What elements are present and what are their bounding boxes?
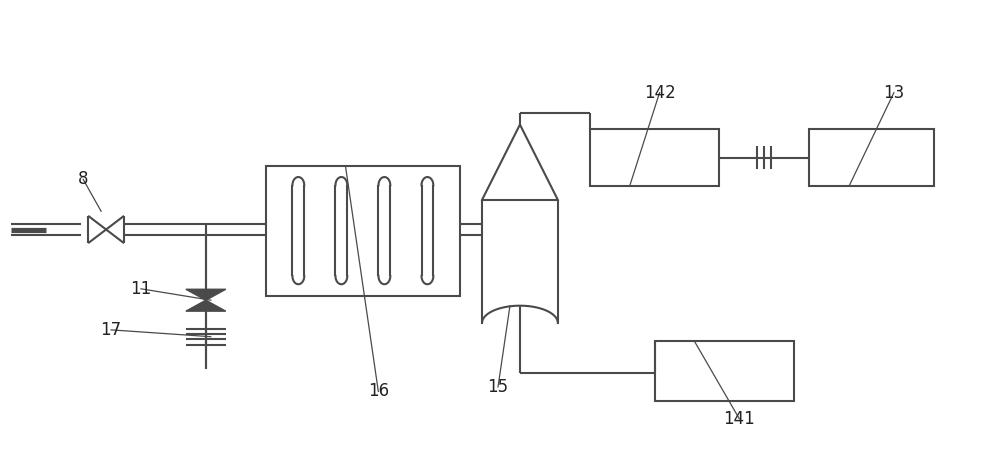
Bar [655,341,794,401]
Text: 142: 142 [644,84,675,101]
Bar [266,166,460,296]
Bar [809,129,934,186]
Text: 11: 11 [130,280,152,298]
Polygon shape [186,289,226,300]
Text: 15: 15 [487,378,509,396]
Text: 141: 141 [723,410,755,428]
Text: 13: 13 [883,84,905,101]
Text: 8: 8 [78,170,88,188]
Polygon shape [186,300,226,311]
Text: 17: 17 [101,321,122,339]
Text: 16: 16 [368,382,389,400]
Bar [590,129,719,186]
